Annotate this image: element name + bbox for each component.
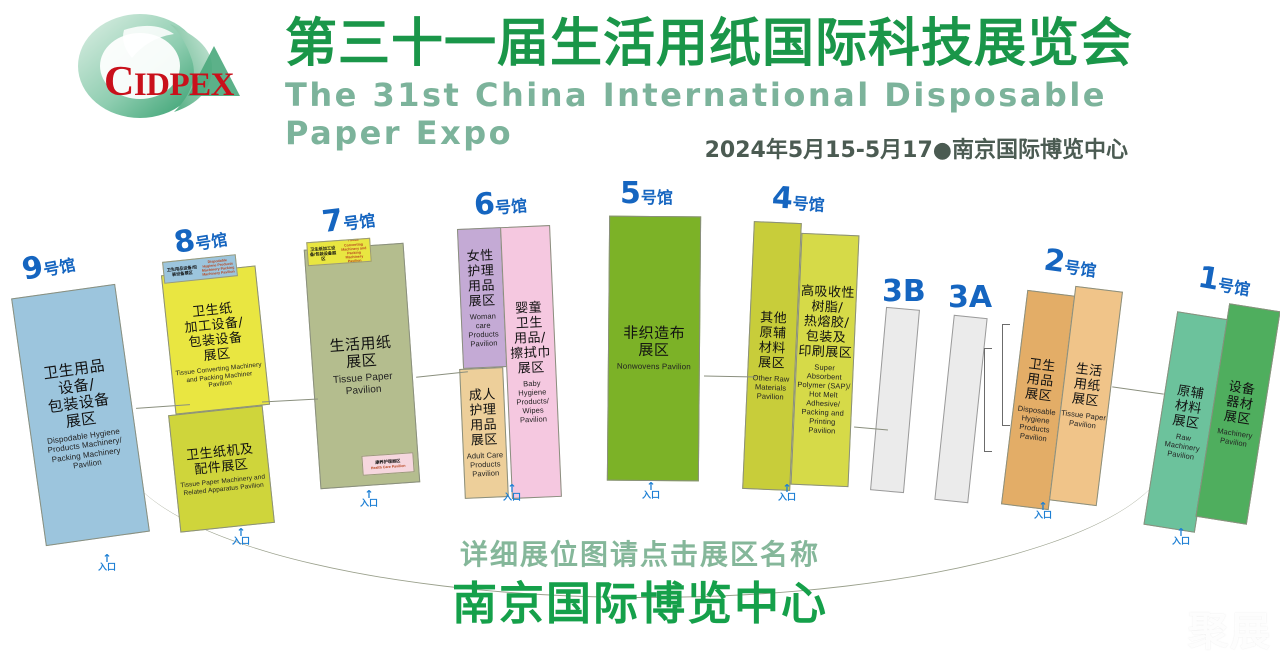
section-label-cn: 女性 护理 用品 展区 <box>466 247 496 310</box>
page-title-cn: 第三十一届生活用纸国际科技展览会 <box>285 14 1134 74</box>
hall-6[interactable]: 6号馆 女性 护理 用品 展区 Woman care Products Pavi… <box>448 186 578 503</box>
hall-8-number: 8号馆 <box>171 223 229 261</box>
hall-9-entrance[interactable]: ↑ 入口 <box>98 552 117 573</box>
section-label-en: Adult Care Products Pavilion <box>466 450 504 479</box>
hall-6-entrance[interactable]: ↑ 入口 <box>503 482 522 503</box>
hall-7-number: 7号馆 <box>320 202 377 241</box>
cidpex-logo[interactable]: CIDPEX <box>62 8 277 126</box>
hall-6-section-2[interactable]: 婴童 卫生 用品/ 擦拭巾 展区 Baby Hygiene Products/ … <box>500 225 562 499</box>
section-label-en: Tissue Converting Machinery and Packing … <box>175 361 263 390</box>
tab-label-cn: 卫生纸加工设备/包装设备展区 <box>309 244 337 261</box>
hall-5[interactable]: 5号馆 非织造布 展区 Nonwovens Pavilion ↑ 入口 <box>600 174 720 501</box>
hall-7-crosslink-tab[interactable]: 卫生纸加工设备/包装设备展区 Tissue Converting Machine… <box>306 237 372 267</box>
section-label-en: Raw Machinery Pavilion <box>1164 431 1201 462</box>
hall-3b-section-0[interactable] <box>870 306 920 494</box>
hall-7[interactable]: 7号馆 生活用纸 展区 Tissue Paper Pavilion 卫生纸加工设… <box>300 203 440 509</box>
hall-7-entrance[interactable]: ↑ 入口 <box>360 488 379 509</box>
cidpex-wordmark: CIDPEX <box>104 59 235 105</box>
hall-3a[interactable]: 3A <box>934 280 1000 504</box>
hall-3a-section-0[interactable] <box>934 314 988 504</box>
footer-hint: 详细展位图请点击展区名称 <box>459 538 820 571</box>
section-label-cn: 卫生用品 设备/ 包装设备 展区 <box>42 355 111 431</box>
hall-7-healthcare-tab[interactable]: 康养护理展区 Health Care Pavilion <box>361 452 415 476</box>
section-label-en: Nonwovens Pavilion <box>616 361 691 372</box>
section-label-cn: 生活 用纸 展区 <box>1071 361 1104 410</box>
hall-1-number: 1号馆 <box>1195 259 1252 300</box>
hall-6-number: 6号馆 <box>472 186 528 223</box>
hall-5-entrance[interactable]: ↑ 入口 <box>642 480 661 501</box>
hall-9-section-0[interactable]: 卫生用品 设备/ 包装设备 展区 Dispodable Hygiene Prod… <box>11 283 150 547</box>
hall-8[interactable]: 8号馆 卫生纸 加工设备/ 包装设备 展区 Tissue Converting … <box>160 223 290 547</box>
hall-2-number: 2号馆 <box>1041 242 1098 281</box>
section-label-cn: 成人 护理 用品 展区 <box>468 387 499 449</box>
section-label-cn: 卫生纸 加工设备/ 包装设备 展区 <box>183 300 245 365</box>
section-label-en: Super Absorbent Polymer (SAP)/ Hot Melt … <box>797 362 851 436</box>
watermark: 聚展 <box>1188 609 1272 655</box>
exhibition-map: 9号馆 卫生用品 设备/ 包装设备 展区 Dispodable Hygiene … <box>0 176 1280 598</box>
hall-1[interactable]: 1号馆 原辅 材料 展区 Raw Machinery Pavilion 设备 器… <box>1143 260 1280 547</box>
hall-3b-number: 3B <box>882 274 926 309</box>
hall-9[interactable]: 9号馆 卫生用品 设备/ 包装设备 展区 Dispodable Hygiene … <box>11 249 150 573</box>
section-label-cn: 非织造布 展区 <box>623 323 686 360</box>
section-label-cn: 其他 原辅 材料 展区 <box>757 310 788 372</box>
section-label-cn: 卫生纸机及 配件展区 <box>185 441 255 478</box>
section-label-en: Tissue Paper Pavilion <box>332 370 394 397</box>
hall-2-bracket <box>1002 324 1010 426</box>
hall-3a-number: 3A <box>948 280 993 315</box>
hall-5-section-0[interactable]: 非织造布 展区 Nonwovens Pavilion <box>606 215 702 482</box>
footer-venue: 南京国际博览中心 <box>451 577 828 630</box>
hall-4-section-1[interactable]: 高吸收性 树脂/ 热熔胶/ 包装及 印刷展区 Super Absorbent P… <box>790 232 860 488</box>
page-footer: 详细展位图请点击展区名称 南京国际博览中心 <box>0 535 1280 661</box>
hall-6-section-1[interactable]: 成人 护理 用品 展区 Adult Care Products Pavilion <box>459 367 509 499</box>
hall-1-entrance[interactable]: ↑ 入口 <box>1172 526 1191 547</box>
section-label-cn: 生活用纸 展区 <box>328 332 393 372</box>
tab-label-cn: 卫生用品设备/包装设备展区 <box>166 264 198 277</box>
section-label-en: Disposable Hygiene Products Pavilion <box>1017 403 1057 444</box>
hall-9-number: 9号馆 <box>19 249 77 288</box>
hall-8-section-0[interactable]: 卫生纸 加工设备/ 包装设备 展区 Tissue Converting Mach… <box>160 265 271 415</box>
hall-3a-bracket <box>984 348 992 452</box>
tab-label-en: Tissue Converting Machinery and Packing … <box>341 237 367 264</box>
hall-4[interactable]: 4号馆 其他 原辅 材料 展区 Other Raw Materials Pavi… <box>742 180 872 503</box>
hall-4-number: 4号馆 <box>770 180 826 217</box>
section-label-cn: 设备 器材 展区 <box>1222 379 1257 428</box>
hall-2[interactable]: 2号馆 卫生 用品 展区 Disposable Hygiene Products… <box>1001 242 1128 521</box>
tab-label-en: Dispodable Hygiene Products Machinery Pa… <box>201 257 235 277</box>
hall-8-entrance[interactable]: ↑ 入口 <box>232 526 251 547</box>
cidpex-logo-mark <box>78 14 240 118</box>
hall-2-entrance[interactable]: ↑ 入口 <box>1034 500 1053 521</box>
section-label-cn: 卫生 用品 展区 <box>1024 356 1057 405</box>
hall-5-number: 5号馆 <box>620 176 673 211</box>
section-label-en: Machinery Pavilion <box>1216 426 1254 449</box>
page-title-en: The 31st China International Disposable … <box>285 76 1107 152</box>
page-header: CIDPEX 第三十一届生活用纸国际科技展览会 The 31st China I… <box>0 0 1280 178</box>
hall-3b[interactable]: 3B <box>870 274 936 494</box>
section-label-en: Baby Hygiene Products/ Wipes Pavilion <box>516 378 550 425</box>
section-label-en: Woman care Products Pavilion <box>468 310 499 349</box>
hall-8-section-1[interactable]: 卫生纸机及 配件展区 Tissue Paper Machinery and Re… <box>168 405 275 533</box>
date-venue-line: 2024年5月15-5月17●南京国际博览中心 <box>704 138 1128 163</box>
section-label-cn: 原辅 材料 展区 <box>1171 382 1206 432</box>
hall-4-entrance[interactable]: ↑ 入口 <box>778 482 797 503</box>
section-label-cn: 婴童 卫生 用品/ 擦拭巾 展区 <box>510 299 552 377</box>
section-label-cn: 高吸收性 树脂/ 热熔胶/ 包装及 印刷展区 <box>798 283 856 362</box>
section-label-en: Tissue Paper Pavilion <box>1060 408 1107 431</box>
hall-6-section-0[interactable]: 女性 护理 用品 展区 Woman care Products Pavilion <box>456 227 508 369</box>
